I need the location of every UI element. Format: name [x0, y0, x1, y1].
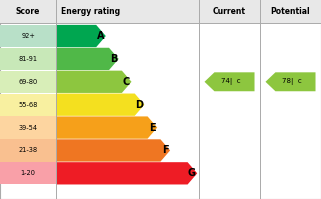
Text: 1-20: 1-20 [21, 170, 36, 176]
Text: 81-91: 81-91 [19, 56, 38, 62]
Text: F: F [162, 145, 169, 155]
Bar [0, 139, 56, 162]
Text: Score: Score [16, 7, 40, 16]
Text: 55-68: 55-68 [18, 102, 38, 108]
Polygon shape [265, 72, 316, 91]
Text: D: D [135, 100, 143, 110]
Bar [0, 94, 56, 116]
Text: A: A [97, 31, 104, 41]
Text: Potential: Potential [271, 7, 310, 16]
Bar [0, 162, 56, 184]
Text: E: E [149, 123, 156, 133]
Bar [0, 48, 56, 70]
Text: 69-80: 69-80 [19, 79, 38, 85]
Bar [0, 0, 321, 23]
Text: 21-38: 21-38 [19, 147, 38, 153]
Bar [0, 71, 56, 93]
Polygon shape [204, 72, 255, 91]
Text: 74|  c: 74| c [221, 78, 240, 85]
Text: 78|  c: 78| c [282, 78, 302, 85]
Text: C: C [123, 77, 130, 87]
Bar [0, 25, 56, 47]
Text: 92+: 92+ [21, 33, 35, 39]
Text: 39-54: 39-54 [19, 125, 38, 131]
Polygon shape [56, 48, 119, 70]
Polygon shape [56, 94, 144, 116]
Text: Energy rating: Energy rating [61, 7, 120, 16]
Text: G: G [187, 168, 195, 178]
Polygon shape [56, 116, 157, 139]
Polygon shape [56, 162, 197, 184]
Text: B: B [110, 54, 117, 64]
Bar [0, 116, 56, 139]
Polygon shape [56, 25, 106, 47]
Polygon shape [56, 139, 170, 162]
Polygon shape [56, 71, 132, 93]
Text: Current: Current [213, 7, 246, 16]
